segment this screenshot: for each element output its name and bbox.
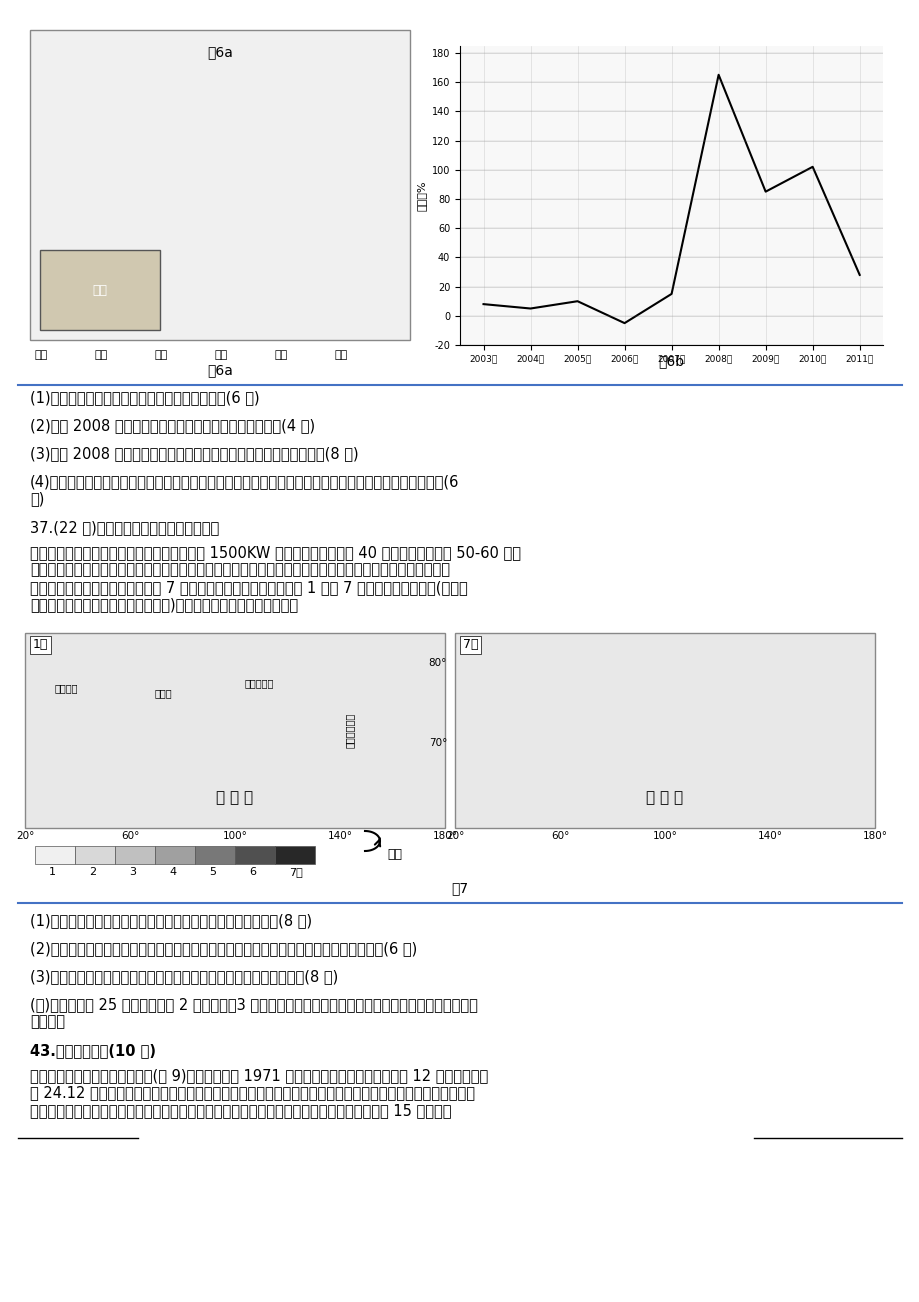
Text: 平原: 平原: [154, 350, 168, 359]
Text: 1: 1: [49, 867, 56, 878]
Text: 图7: 图7: [451, 881, 468, 894]
Bar: [234, 846, 275, 865]
Text: 20°: 20°: [16, 831, 34, 841]
Text: 140°: 140°: [756, 831, 782, 841]
Text: 1月: 1月: [33, 638, 49, 651]
Bar: [35, 846, 75, 865]
Text: 100°: 100°: [652, 831, 676, 841]
Text: 180°: 180°: [432, 831, 457, 841]
Text: 山药: 山药: [93, 284, 108, 297]
Text: 河湖: 河湖: [35, 350, 48, 359]
Text: (3)分析 2008 年后瑞昌地区山药的种植面积增幅呈波动下降的原因。(8 分): (3)分析 2008 年后瑞昌地区山药的种植面积增幅呈波动下降的原因。(8 分): [30, 447, 358, 461]
Text: (3)结合俄罗斯国情，分析俄罗斯海上风电发展较为落后的主要原因。(8 分): (3)结合俄罗斯国情，分析俄罗斯海上风电发展较为落后的主要原因。(8 分): [30, 969, 338, 984]
Text: 丘陵: 丘陵: [215, 350, 228, 359]
Text: (2)从建设时设备运输和建成后设备利用时长角度，简析海上较内陆地区风电开发的优势。(6 分): (2)从建设时设备运输和建成后设备利用时长角度，简析海上较内陆地区风电开发的优势…: [30, 941, 417, 956]
Text: 5: 5: [209, 867, 216, 878]
Text: 图6a: 图6a: [207, 363, 233, 378]
Text: 图6a: 图6a: [207, 46, 233, 59]
Text: (1)推测江西瑞昌地区出产优质山药的土壤条件。(6 分): (1)推测江西瑞昌地区出产优质山药的土壤条件。(6 分): [30, 391, 259, 405]
Text: 洋流: 洋流: [387, 848, 402, 861]
Text: 3: 3: [129, 867, 136, 878]
Text: 低山: 低山: [275, 350, 288, 359]
Text: 6: 6: [249, 867, 255, 878]
Text: (4)有人建议在当地建设山药标准化规模生产基地，实现规模经济。你是否赞同，请表明态度并说明理由。(6
分): (4)有人建议在当地建设山药标准化规模生产基地，实现规模经济。你是否赞同，请表明…: [30, 474, 459, 506]
Text: 60°: 60°: [550, 831, 569, 841]
Text: 80°: 80°: [428, 658, 447, 668]
Bar: [195, 846, 234, 865]
Text: 喀拉海: 喀拉海: [154, 687, 173, 698]
Text: 100°: 100°: [222, 831, 247, 841]
Bar: [115, 846, 154, 865]
Bar: [25, 633, 445, 828]
Text: 4: 4: [169, 867, 176, 878]
Text: 70°: 70°: [428, 738, 447, 749]
Text: 巴马瑶族自治县位于广西西北部(图 9)，全县总面积 1971 平方公里，聚居着瑶、壮、汉等 12 个民族，总人
口 24.12 万人，地势西北高，东南低，境内山: 巴马瑶族自治县位于广西西北部(图 9)，全县总面积 1971 平方公里，聚居着瑶…: [30, 1068, 488, 1118]
Text: 37.(22 分)阅读图文材料，完成下列要求。: 37.(22 分)阅读图文材料，完成下列要求。: [30, 519, 219, 535]
Text: 140°: 140°: [327, 831, 352, 841]
Bar: [30, 30, 410, 340]
Bar: [275, 846, 314, 865]
Text: (2)指出 2008 年瑞昌山药种植面积飞速扩大的主要原因。(4 分): (2)指出 2008 年瑞昌山药种植面积飞速扩大的主要原因。(4 分): [30, 418, 315, 434]
Text: 城市: 城市: [95, 350, 108, 359]
Text: 公路: 公路: [335, 350, 348, 359]
Text: (1)说明巴伦支海风功率密度等级一年中的冬季尤其高的成因。(8 分): (1)说明巴伦支海风功率密度等级一年中的冬季尤其高的成因。(8 分): [30, 913, 312, 928]
Text: 43.【旅游地理】(10 分): 43.【旅游地理】(10 分): [30, 1043, 156, 1059]
Text: 大型风力发电机构件的体积和质量均较大，如 1500KW 的风叶片长度便可达 40 米左右，机舱重达 50-60 吨。
海上风电开发是未来可再生能源的主要发展方向: 大型风力发电机构件的体积和质量均较大，如 1500KW 的风叶片长度便可达 40…: [30, 546, 520, 612]
Text: 巴伦支海: 巴伦支海: [55, 684, 78, 693]
Text: 拉普捷夫海: 拉普捷夫海: [244, 678, 274, 687]
Bar: [154, 846, 195, 865]
Y-axis label: 增长率%: 增长率%: [415, 180, 425, 211]
Bar: [40, 250, 160, 329]
Text: 7级: 7级: [289, 867, 302, 878]
Text: 俄 罗 斯: 俄 罗 斯: [216, 790, 254, 806]
Text: 180°: 180°: [862, 831, 887, 841]
Bar: [455, 633, 874, 828]
Text: 图6b: 图6b: [658, 354, 684, 368]
Text: (二)选考题：共 25 分。请考生从 2 道地理题、3 道历史题中每科任选一题作答。如果多做，则按所做的第一
题计分。: (二)选考题：共 25 分。请考生从 2 道地理题、3 道历史题中每科任选一题作…: [30, 997, 477, 1030]
Bar: [75, 846, 115, 865]
Text: 20°: 20°: [446, 831, 464, 841]
Text: 俄 罗 斯: 俄 罗 斯: [646, 790, 683, 806]
Text: 7月: 7月: [462, 638, 478, 651]
Text: 60°: 60°: [120, 831, 139, 841]
Text: 2: 2: [89, 867, 96, 878]
Text: 东西伯利亚海: 东西伯利亚海: [345, 713, 355, 749]
